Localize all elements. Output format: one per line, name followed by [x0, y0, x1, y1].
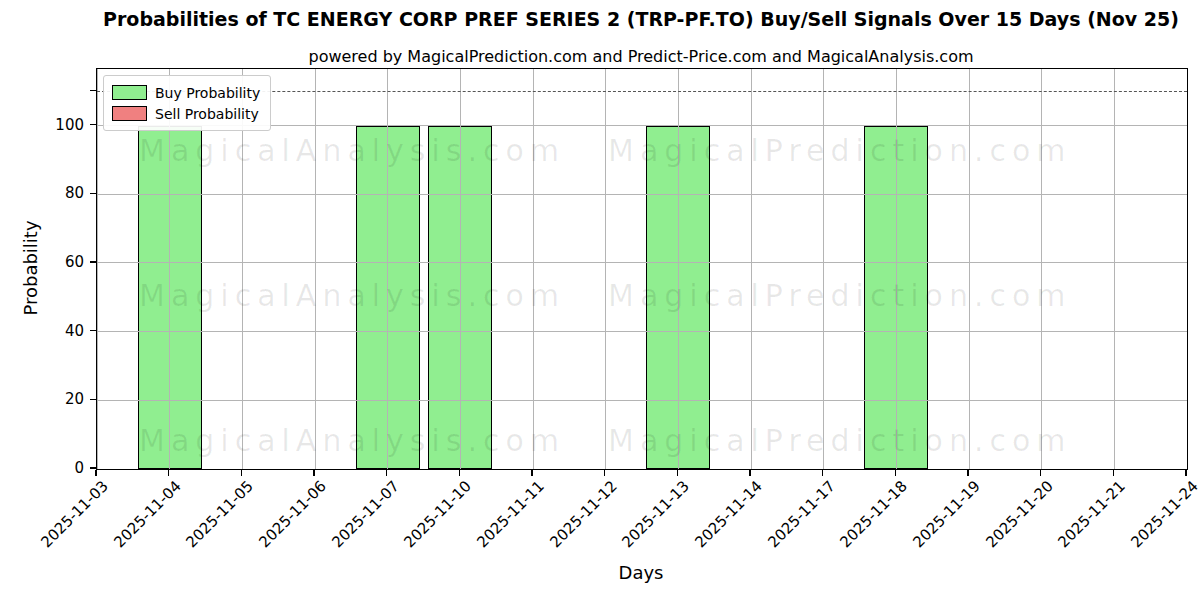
x-tick-label: 2025-11-19 [909, 477, 983, 551]
y-tick-mark [90, 330, 96, 332]
x-tick-mark [1185, 470, 1187, 476]
x-tick-mark [459, 470, 461, 476]
legend-item-buy: Buy Probability [112, 82, 260, 103]
chart-subtitle: powered by MagicalPrediction.com and Pre… [96, 47, 1186, 66]
legend: Buy Probability Sell Probability [103, 75, 271, 131]
chart-figure: Probabilities of TC ENERGY CORP PREF SER… [0, 0, 1200, 600]
x-tick-mark [895, 470, 897, 476]
x-tick-mark [1040, 470, 1042, 476]
x-tick-label: 2025-11-13 [619, 477, 693, 551]
x-tick-mark [749, 470, 751, 476]
gridline-horizontal [97, 331, 1187, 332]
y-tick-label: 40 [38, 322, 84, 340]
buy-probability-swatch [112, 85, 147, 100]
x-tick-label: 2025-11-17 [764, 477, 838, 551]
x-tick-mark [95, 470, 97, 476]
y-tick-label: 60 [38, 253, 84, 271]
x-tick-label: 2025-11-21 [1055, 477, 1129, 551]
x-tick-label: 2025-11-18 [837, 477, 911, 551]
x-tick-mark [1113, 470, 1115, 476]
gridline-vertical [97, 69, 98, 469]
x-tick-mark [531, 470, 533, 476]
x-tick-mark [386, 470, 388, 476]
x-tick-label: 2025-11-06 [255, 477, 329, 551]
gridline-vertical [1114, 69, 1115, 469]
gridline-vertical [460, 69, 461, 469]
x-tick-mark [967, 470, 969, 476]
x-tick-mark [168, 470, 170, 476]
gridline-horizontal [97, 262, 1187, 263]
x-tick-label: 2025-11-20 [982, 477, 1056, 551]
x-tick-label: 2025-11-04 [110, 477, 184, 551]
legend-label-buy: Buy Probability [155, 85, 260, 101]
plot-area: Buy Probability Sell Probability Magical… [96, 68, 1188, 470]
x-tick-label: 2025-11-11 [473, 477, 547, 551]
x-tick-mark [313, 470, 315, 476]
y-tick-label: 80 [38, 184, 84, 202]
gridline-vertical [315, 69, 316, 469]
gridline-vertical [678, 69, 679, 469]
y-tick-mark [90, 124, 96, 126]
x-axis-label: Days [619, 562, 664, 583]
gridline-horizontal [97, 400, 1187, 401]
x-tick-label: 2025-11-10 [401, 477, 475, 551]
watermark-analysis: MagicalAnalysis.com [139, 133, 565, 168]
x-tick-label: 2025-11-12 [546, 477, 620, 551]
chart-title: Probabilities of TC ENERGY CORP PREF SER… [96, 8, 1186, 30]
y-tick-mark [90, 193, 96, 195]
watermark-prediction: MagicalPrediction.com [608, 133, 1072, 168]
gridline-vertical [387, 69, 388, 469]
x-tick-label: 2025-11-05 [183, 477, 257, 551]
x-tick-label: 2025-11-03 [37, 477, 111, 551]
y-tick-label: 0 [38, 459, 84, 477]
gridline-vertical [751, 69, 752, 469]
y-tick-label: 20 [38, 390, 84, 408]
legend-item-sell: Sell Probability [112, 103, 260, 124]
y-tick-mark [90, 467, 96, 469]
x-tick-label: 2025-11-14 [691, 477, 765, 551]
legend-label-sell: Sell Probability [155, 106, 259, 122]
watermark-prediction: MagicalPrediction.com [608, 278, 1072, 313]
y-tick-mark-threshold [90, 90, 96, 92]
x-tick-label: 2025-11-24 [1127, 477, 1200, 551]
x-tick-mark [241, 470, 243, 476]
y-tick-label: 100 [38, 116, 84, 134]
x-tick-mark [677, 470, 679, 476]
gridline-horizontal [97, 194, 1187, 195]
x-tick-label: 2025-11-07 [328, 477, 402, 551]
watermark-analysis: MagicalAnalysis.com [139, 423, 565, 458]
gridline-vertical [823, 69, 824, 469]
watermark-analysis: MagicalAnalysis.com [139, 278, 565, 313]
gridline-vertical [533, 69, 534, 469]
y-tick-mark [90, 399, 96, 401]
sell-probability-swatch [112, 106, 147, 121]
gridline-vertical [969, 69, 970, 469]
gridline-vertical [896, 69, 897, 469]
x-tick-mark [822, 470, 824, 476]
gridline-vertical [1187, 69, 1188, 469]
x-tick-mark [604, 470, 606, 476]
watermark-prediction: MagicalPrediction.com [608, 423, 1072, 458]
gridline-vertical [1041, 69, 1042, 469]
gridline-vertical [605, 69, 606, 469]
y-tick-mark [90, 261, 96, 263]
